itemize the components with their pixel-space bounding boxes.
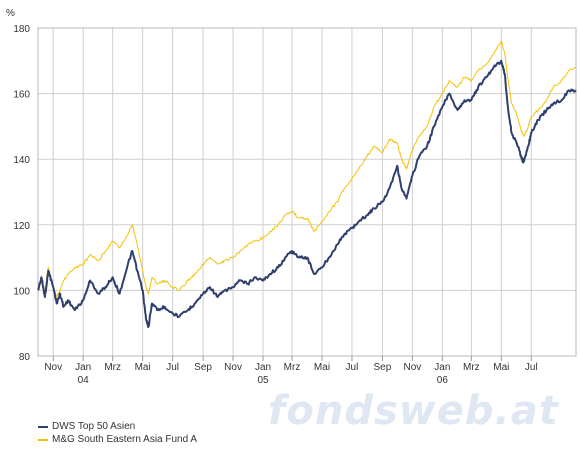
legend-swatch-dws [38,425,48,428]
legend: DWS Top 50 Asien M&G South Eastern Asia … [38,420,197,446]
y-tick-labels: 80 100 120 140 160 180 [13,24,30,363]
x-tick-label-12: Nov [403,362,421,373]
legend-swatch-mg [38,438,48,441]
series-line-dws [37,59,577,328]
x-tick-label-5: Sep [194,362,212,373]
x-tick-labels: Nov Jan 04 Mrz Mai Jul Sep Nov Jan 05 Mrz Mai Jul Sep… [44,356,538,386]
x-tick-label-16: Jul [525,362,538,373]
legend-item-mg: M&G South Eastern Asia Fund A [38,433,197,446]
y-tick-label-100: 100 [13,286,30,297]
series-line-mg [37,40,577,298]
x-tick-label-3: Mai [135,362,151,373]
y-tick-label-180: 180 [13,24,30,35]
x-year-label-06: 06 [437,375,449,386]
x-tick-label-8: Mrz [284,362,301,373]
x-tick-label-6: Nov [224,362,242,373]
x-tick-label-15: Mai [493,362,509,373]
legend-label-mg: M&G South Eastern Asia Fund A [52,434,198,445]
x-tick-label-1: Jan [75,362,91,373]
x-year-label-04: 04 [78,375,90,386]
x-tick-label-4: Jul [166,362,179,373]
axes [37,27,577,357]
x-tick-label-10: Jul [346,362,359,373]
y-tick-label-80: 80 [19,352,31,363]
fondsweb-watermark: fondsweb.at [268,388,559,434]
x-tick-label-0: Nov [44,362,62,373]
x-tick-label-7: Jan [255,362,271,373]
legend-item-dws: DWS Top 50 Asien [38,420,197,433]
x-tick-label-2: Mrz [104,362,121,373]
x-tick-label-11: Sep [374,362,392,373]
x-year-label-05: 05 [257,375,269,386]
x-tick-label-13: Jan [434,362,450,373]
y-axis-unit-label: % [6,8,15,19]
grid [38,27,576,357]
legend-label-dws: DWS Top 50 Asien [52,421,136,432]
x-tick-label-14: Mrz [463,362,480,373]
x-tick-label-9: Mai [314,362,330,373]
y-tick-label-160: 160 [13,90,30,101]
plot-frame [37,27,577,357]
y-tick-label-140: 140 [13,155,30,166]
y-tick-label-120: 120 [13,221,30,232]
series-lines [37,40,577,328]
